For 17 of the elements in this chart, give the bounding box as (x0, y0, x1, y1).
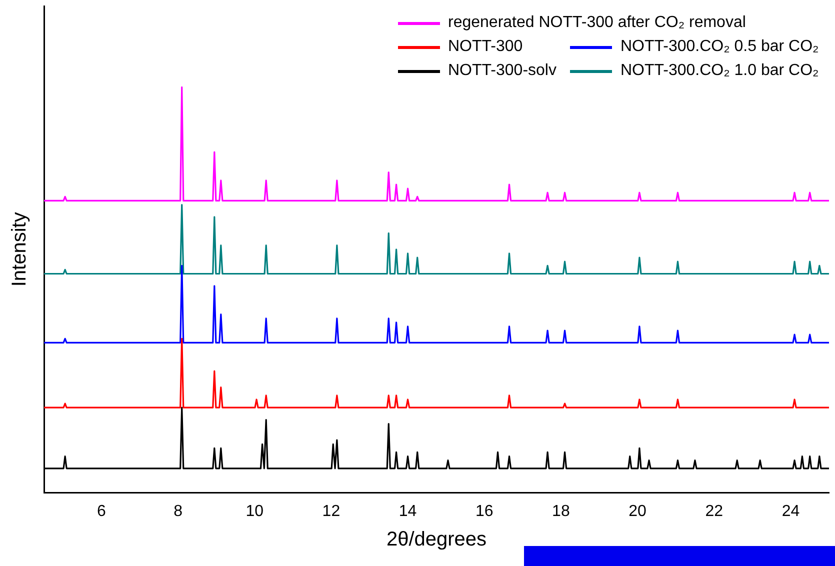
x-tick-label: 8 (174, 502, 183, 520)
x-tick-label: 10 (246, 502, 264, 520)
x-tick-label: 20 (628, 502, 647, 520)
x-tick-label: 6 (96, 502, 106, 520)
legend-label: NOTT-300 (448, 38, 523, 56)
x-tick-label: 24 (782, 502, 800, 520)
y-axis-title: Intensity (8, 212, 31, 287)
x-tick-label: 14 (398, 502, 417, 520)
x-axis-title: 2θ/degrees (386, 528, 487, 551)
legend-label: regenerated NOTT-300 after CO₂ removal (448, 14, 746, 32)
x-tick-label: 16 (475, 502, 494, 520)
x-tick-label: 18 (552, 502, 570, 520)
legend-label: NOTT-300.CO₂ 1.0 bar CO₂ (620, 62, 819, 80)
legend-label: NOTT-300.CO₂ 0.5 bar CO₂ (620, 38, 819, 56)
x-tick-label: 22 (705, 502, 724, 520)
x-tick-label: 12 (322, 502, 340, 520)
legend-label: NOTT-300-solv (448, 62, 556, 80)
